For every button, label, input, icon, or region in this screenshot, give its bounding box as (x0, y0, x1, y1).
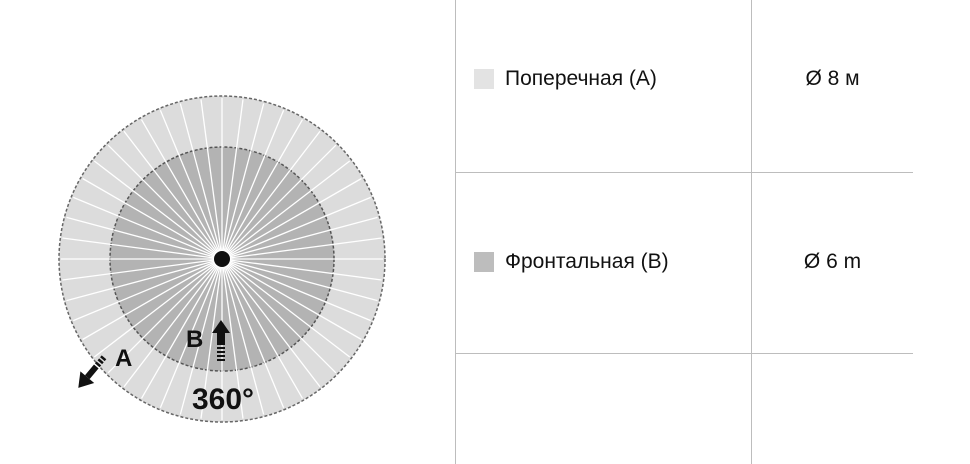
spoke-line (221, 258, 321, 388)
zone-a-value: Ø 8 м (805, 67, 860, 90)
spoke-line (221, 103, 265, 260)
spoke-line (62, 237, 223, 260)
swatch-zone-a (474, 69, 494, 89)
detection-zone-diagram: A B 360° (58, 95, 386, 423)
spoke-line (140, 258, 223, 399)
spoke-line (107, 144, 223, 260)
spoke-line (221, 258, 371, 322)
spoke-line (221, 258, 265, 415)
table-border-left (455, 0, 456, 464)
zone-b-value: Ø 6 m (803, 250, 862, 273)
angle-label: 360° (192, 383, 254, 416)
zone-a-label: Поперечная (A) (505, 67, 657, 90)
spoke-line (221, 258, 244, 419)
spoke-line (123, 130, 223, 260)
spoke-line (93, 160, 223, 260)
table-row-divider (455, 353, 913, 354)
spoke-line (221, 258, 382, 281)
spoke-line (221, 196, 371, 260)
table-row-label: Поперечная (A) (474, 67, 657, 91)
spoke-line (221, 258, 378, 302)
sensor-center-dot (214, 251, 230, 267)
spoke-line (82, 177, 223, 260)
spoke-line (73, 196, 223, 260)
spoke-line (221, 130, 321, 260)
spoke-line (200, 99, 223, 260)
spoke-line (221, 119, 304, 260)
table-row-divider (455, 172, 913, 173)
spoke-line (221, 258, 362, 341)
zone-b-label: Фронтальная (B) (505, 250, 669, 273)
spoke-line (221, 110, 285, 260)
spoke-line (221, 177, 362, 260)
table-border-middle (751, 0, 752, 464)
arrow-b-icon (212, 320, 230, 361)
arrow-a-icon (78, 355, 107, 388)
table-row-label: Фронтальная (B) (474, 250, 669, 274)
spoke-line (66, 216, 223, 260)
spoke-line (221, 258, 304, 399)
spoke-line (159, 258, 223, 408)
spoke-line (221, 258, 285, 408)
spoke-line (221, 144, 337, 260)
spoke-line (82, 258, 223, 341)
spoke-line (159, 110, 223, 260)
swatch-zone-b (474, 252, 494, 272)
spoke-line (221, 258, 337, 374)
spoke-line (221, 160, 351, 260)
label-b: B (186, 326, 203, 353)
spoke-line (221, 237, 382, 260)
zone-spokes (61, 98, 383, 420)
spoke-line (73, 258, 223, 322)
spoke-line (221, 258, 351, 358)
spoke-line (123, 258, 223, 388)
label-a: A (115, 345, 132, 372)
spoke-line (200, 258, 223, 419)
spoke-line (93, 258, 223, 358)
spoke-line (221, 99, 244, 260)
spoke-line (179, 258, 223, 415)
spoke-line (179, 103, 223, 260)
spoke-line (66, 258, 223, 302)
spoke-line (62, 258, 223, 281)
spoke-line (140, 119, 223, 260)
spoke-line (107, 258, 223, 374)
spoke-line (221, 216, 378, 260)
